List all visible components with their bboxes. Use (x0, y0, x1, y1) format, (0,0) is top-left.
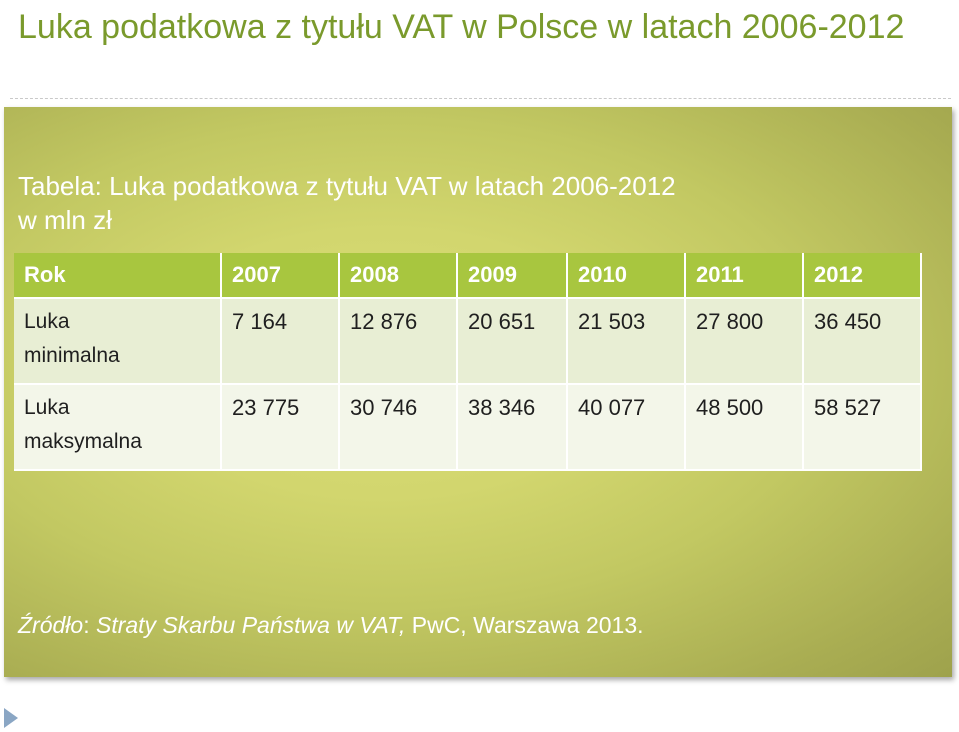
table-cell: 21 503 (568, 299, 686, 385)
source-prefix: Źródło (18, 612, 84, 638)
table-cell: 20 651 (458, 299, 568, 385)
table-cell: 40 077 (568, 385, 686, 471)
title-divider (10, 98, 951, 99)
table-cell: 23 775 (222, 385, 340, 471)
table-cell: 30 746 (340, 385, 458, 471)
source-title: Straty Skarbu Państwa w VAT, (95, 612, 406, 638)
row-label-max: Luka maksymalna (14, 385, 222, 471)
header-cell-rok: Rok (14, 253, 222, 299)
caption-unit: w mln zł (18, 205, 112, 235)
table-cell: 7 164 (222, 299, 340, 385)
header-cell-2009: 2009 (458, 253, 568, 299)
vat-gap-table: Rok 2007 2008 2009 2010 2011 2012 Luka m… (14, 253, 922, 471)
row-label-line2: minimalna (24, 344, 120, 367)
table-cell: 12 876 (340, 299, 458, 385)
header-cell-2011: 2011 (686, 253, 804, 299)
row-label-line1: Luka (24, 396, 70, 419)
header-cell-2010: 2010 (568, 253, 686, 299)
table-cell: 27 800 (686, 299, 804, 385)
row-label-line1: Luka (24, 310, 70, 333)
table-row: Luka maksymalna 23 775 30 746 38 346 40 … (14, 385, 922, 471)
table-caption: Tabela: Luka podatkowa z tytułu VAT w la… (18, 169, 676, 237)
slide-title: Luka podatkowa z tytułu VAT w Polsce w l… (18, 8, 905, 46)
header-cell-2012: 2012 (804, 253, 922, 299)
table-cell: 48 500 (686, 385, 804, 471)
table-cell: 36 450 (804, 299, 922, 385)
caption-title: Tabela: Luka podatkowa z tytułu VAT w la… (18, 171, 676, 201)
content-panel: Tabela: Luka podatkowa z tytułu VAT w la… (4, 107, 952, 677)
row-label-line2: maksymalna (24, 430, 142, 453)
row-label-min: Luka minimalna (14, 299, 222, 385)
source-note: Źródło: Straty Skarbu Państwa w VAT, PwC… (18, 610, 644, 640)
source-colon: : (83, 612, 96, 638)
table-cell: 58 527 (804, 385, 922, 471)
table-header-row: Rok 2007 2008 2009 2010 2011 2012 (14, 253, 922, 299)
triangle-right-icon (4, 708, 18, 728)
header-cell-2008: 2008 (340, 253, 458, 299)
table-row: Luka minimalna 7 164 12 876 20 651 21 50… (14, 299, 922, 385)
table-cell: 38 346 (458, 385, 568, 471)
header-cell-2007: 2007 (222, 253, 340, 299)
source-publisher: PwC, Warszawa 2013. (405, 612, 644, 638)
